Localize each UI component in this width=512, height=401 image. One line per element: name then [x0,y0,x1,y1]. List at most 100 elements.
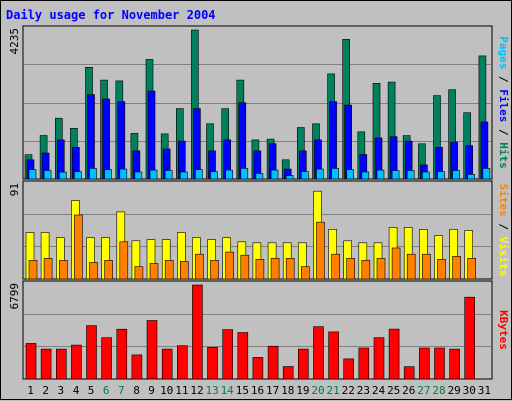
files-bar-day-5 [87,94,95,180]
panel-1: 4235 Pages / Files / Hits [8,25,510,180]
day-label-16: 16 [251,384,264,397]
pages-bar-day-22 [346,169,355,180]
kbytes-bar-day-9 [146,320,158,380]
sites-bar-day-23 [361,260,371,280]
day-label-30: 30 [463,384,476,397]
day-label-14: 14 [221,384,235,397]
kbytes-bar-day-3 [55,348,67,380]
panel-2: 91 Sites / Visits [8,180,510,280]
sites-bar-day-20 [316,221,325,280]
pages-bar-day-25 [391,170,400,180]
sites-bar-day-22 [346,257,356,280]
kbytes-bar-day-21 [328,331,339,380]
day-label-28: 28 [432,384,445,397]
pages-bar-day-20 [316,168,324,180]
day-label-20: 20 [311,384,324,397]
kbytes-bar-day-26 [403,366,415,380]
day-label-21: 21 [326,384,339,397]
day-label-24: 24 [372,384,386,397]
day-label-27: 27 [417,384,430,397]
day-label-3: 3 [57,384,64,397]
pages-bar-day-18 [285,175,294,180]
day-label-29: 29 [448,384,461,397]
sites-bar-day-18 [285,257,295,280]
sites-bar-day-2 [43,257,53,280]
legend-part: / [497,69,510,89]
files-bar-day-6 [102,98,110,180]
files-bar-day-12 [193,108,201,180]
pages-bar-day-21 [331,168,339,180]
kbytes-bar-day-30 [464,296,476,380]
kbytes-bar-day-1 [25,343,37,380]
files-bar-day-15 [238,102,247,180]
kbytes-bar-day-13 [207,346,218,380]
sites-bar-day-13 [210,260,219,280]
legend-part: Files [497,89,510,122]
sites-bar-day-5 [89,262,98,280]
sites-bar-day-6 [104,260,113,280]
sites-bar-day-26 [406,253,416,280]
pages-bar-day-26 [406,170,415,180]
sites-bar-day-17 [270,257,280,280]
kbytes-bar-day-18 [282,366,294,380]
day-label-7: 7 [118,384,125,397]
pages-bar-day-11 [180,171,188,180]
sites-bar-day-27 [422,253,431,280]
sites-bar-day-30 [467,257,477,280]
sites-bar-day-29 [452,256,461,280]
pages-bar-day-29 [452,170,460,180]
day-label-18: 18 [281,384,294,397]
kbytes-bar-day-29 [449,348,460,380]
day-label-19: 19 [296,384,309,397]
day-label-12: 12 [190,384,203,397]
legend-part: Visits [497,237,510,277]
pages-bar-day-12 [195,169,203,180]
day-label-15: 15 [236,384,249,397]
kbytes-bar-day-19 [297,348,309,380]
pages-bar-day-9 [149,169,158,180]
pages-bar-day-27 [422,171,430,180]
day-label-11: 11 [175,384,188,397]
panel-3: 6799 KBytes [8,280,510,380]
day-label-10: 10 [160,384,173,397]
legend-part: Sites [497,184,510,217]
kbytes-bar-day-22 [343,358,355,380]
day-label-17: 17 [266,384,279,397]
kbytes-bar-day-23 [358,347,370,380]
day-label-8: 8 [133,384,140,397]
kbytes-bar-day-16 [252,357,264,380]
pages-bar-day-10 [164,170,173,180]
sites-bar-day-4 [74,214,83,280]
day-label-23: 23 [357,384,370,397]
files-bar-day-21 [329,101,337,180]
pages-bar-day-30 [467,174,476,180]
kbytes-bar-day-17 [267,345,279,380]
series-legend: Sites / Visits [497,184,510,277]
sites-bar-day-1 [28,260,38,280]
legend-part: / [497,122,510,142]
pages-bar-day-3 [58,171,67,180]
pages-bar-day-23 [361,171,370,180]
sites-bar-day-19 [300,266,310,280]
kbytes-bar-day-12 [192,284,203,380]
sites-bar-day-15 [240,254,250,280]
kbytes-bar-day-15 [237,332,249,380]
y-max-label: 4235 [8,28,21,55]
files-bar-day-30 [465,145,474,180]
day-label-6: 6 [103,384,110,397]
kbytes-bar-day-7 [116,328,128,380]
series-legend: Pages / Files / Hits [497,36,510,169]
y-max-label: 91 [8,183,21,196]
day-label-4: 4 [73,384,80,397]
day-label-13: 13 [205,384,218,397]
y-max-label: 6799 [8,283,21,310]
kbytes-bar-day-6 [101,337,112,380]
pages-bar-day-7 [119,168,128,180]
files-bar-day-9 [147,90,156,180]
kbytes-bar-day-20 [313,326,324,380]
pages-bar-day-15 [240,168,249,180]
legend-part: Pages [497,36,510,69]
kbytes-bar-day-28 [434,347,445,380]
sites-bar-day-14 [225,251,234,280]
